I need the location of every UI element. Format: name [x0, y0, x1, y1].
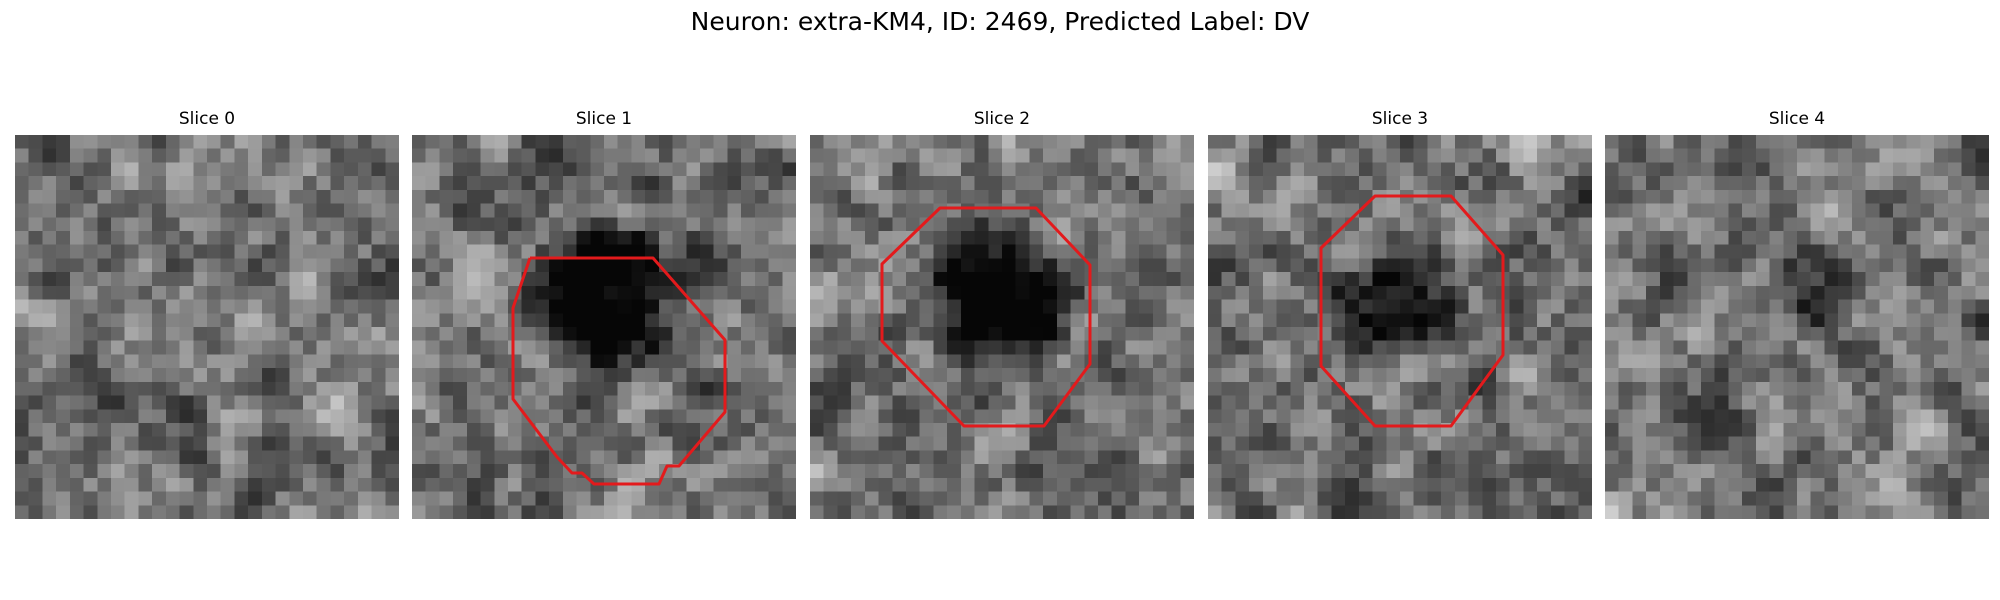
- slice-1-contour: [511, 256, 727, 486]
- slice-image-4: [1605, 135, 1989, 519]
- slice-title-4: Slice 4: [1768, 109, 1826, 129]
- slice-1-contour-overlay: [511, 256, 727, 486]
- slice-image-0: [15, 135, 399, 519]
- slice-title-1: Slice 1: [575, 109, 633, 129]
- figure-title: Neuron: extra-KM4, ID: 2469, Predicted L…: [690, 7, 1310, 36]
- slice-title-2: Slice 2: [973, 109, 1031, 129]
- slice-2-contour-overlay: [880, 206, 1092, 428]
- slice-image-2: [810, 135, 1194, 519]
- slice-2-contour: [880, 206, 1092, 428]
- slice-image-3: [1208, 135, 1592, 519]
- slice-title-3: Slice 3: [1371, 109, 1429, 129]
- slice-4-grayscale-image: [1605, 135, 1989, 519]
- slice-2-grayscale-image: [810, 135, 1194, 519]
- slice-image-1: [412, 135, 796, 519]
- slice-title-0: Slice 0: [178, 109, 236, 129]
- slice-1-grayscale-image: [412, 135, 796, 519]
- slice-3-grayscale-image: [1208, 135, 1592, 519]
- slice-0-grayscale-image: [15, 135, 399, 519]
- slice-3-contour-overlay: [1319, 194, 1505, 428]
- slice-3-contour: [1319, 194, 1505, 428]
